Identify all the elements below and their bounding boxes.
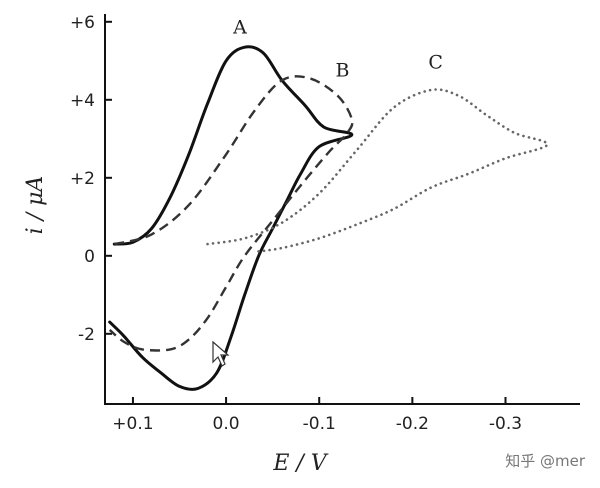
ticks: +6 +4 +2 0 -2 +0.1 0.0 -0.1 -0.2 -0.3 <box>70 13 522 434</box>
x-axis-title: E / V <box>272 451 328 476</box>
series-label-c: C <box>428 52 443 74</box>
series-layer <box>108 45 549 391</box>
y-tick-label-1: +4 <box>70 91 95 111</box>
series-line-c <box>206 88 549 254</box>
y-tick-label-3: 0 <box>84 247 95 267</box>
y-tick-label-2: +2 <box>70 169 95 189</box>
x-tick-label-2: -0.1 <box>303 414 336 434</box>
axes <box>104 14 580 405</box>
series-line-a <box>108 45 354 391</box>
watermark-text: 知乎 @mer <box>505 452 586 470</box>
x-tick-label-1: 0.0 <box>213 414 240 434</box>
y-tick-label-4: -2 <box>78 325 95 345</box>
series-label-b: B <box>336 59 350 81</box>
cursor-pointer-icon <box>212 340 230 367</box>
series-label-a: A <box>232 17 247 39</box>
x-tick-label-0: +0.1 <box>112 414 153 434</box>
y-axis-title: i / μA <box>23 176 48 235</box>
y-tick-label-0: +6 <box>70 13 95 33</box>
series-line-b <box>108 75 354 352</box>
x-tick-label-4: -0.3 <box>489 414 522 434</box>
labels-layer: A B C <box>232 17 443 82</box>
x-tick-label-3: -0.2 <box>396 414 429 434</box>
